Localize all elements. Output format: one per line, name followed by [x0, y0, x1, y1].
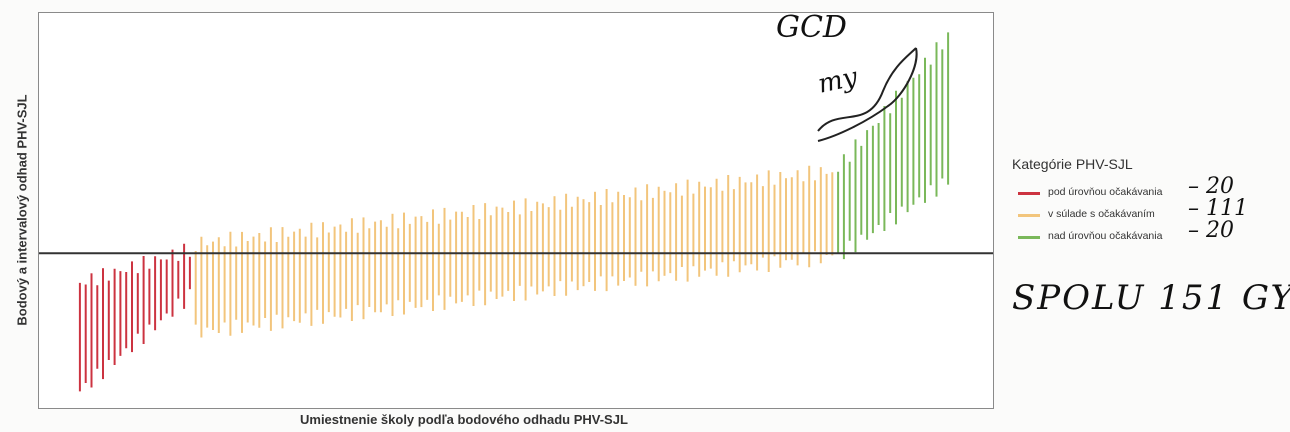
- legend-item-expected: v súlade s očakávaním – 111: [1012, 196, 1248, 230]
- legend-label-expected: v súlade s očakávaním: [1048, 208, 1155, 220]
- handwritten-count-expected: – 111: [1188, 196, 1248, 221]
- x-axis-label: Umiestnenie školy podľa bodového odhadu …: [300, 412, 628, 427]
- legend-swatch-above: [1018, 236, 1040, 239]
- legend-label-above: nad úrovňou očakávania: [1048, 230, 1163, 242]
- y-axis-label: Bodový a intervalový odhad PHV-SJL: [14, 94, 30, 326]
- signature-initials: GCD: [776, 10, 847, 45]
- handwritten-count-above: – 20: [1188, 218, 1234, 243]
- handwritten-total: SPOLU 151 GY: [1012, 278, 1290, 318]
- legend-swatch-below: [1018, 192, 1040, 195]
- legend-label-below: pod úrovňou očakávania: [1048, 186, 1163, 198]
- chart-svg: [39, 32, 993, 392]
- legend-swatch-expected: [1018, 214, 1040, 217]
- signature-stroke-icon: [817, 47, 918, 142]
- plot-area: [38, 12, 994, 409]
- legend-item-below: pod úrovňou očakávania – 20: [1012, 174, 1234, 208]
- handwritten-count-below: – 20: [1188, 174, 1234, 199]
- legend-title: Kategórie PHV-SJL: [1012, 156, 1133, 172]
- legend: Kategórie PHV-SJL pod úrovňou očakávania…: [1012, 156, 1248, 252]
- legend-item-above: nad úrovňou očakávania – 20: [1012, 218, 1234, 252]
